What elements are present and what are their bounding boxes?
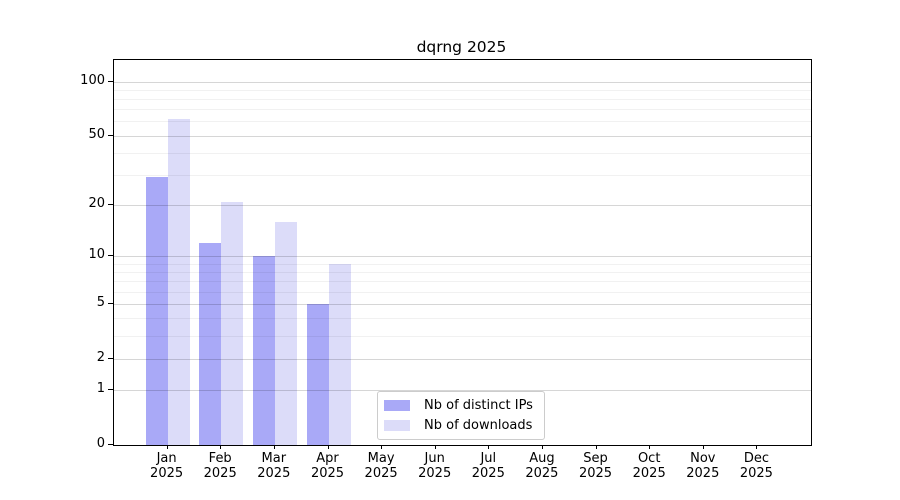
xtick-label-jan: Jan 2025 xyxy=(150,451,184,481)
bar-downloads-feb xyxy=(221,201,244,445)
bar-downloads-jan xyxy=(167,118,190,445)
gridline-minor-3 xyxy=(114,335,811,337)
xtick-mark-sep xyxy=(595,445,597,449)
legend: Nb of distinct IPs Nb of downloads xyxy=(377,391,545,440)
bar-downloads-apr xyxy=(328,263,351,445)
ytick-mark-10 xyxy=(108,255,113,257)
xtick-label-may: May 2025 xyxy=(364,451,398,481)
xtick-label-nov: Nov 2025 xyxy=(686,451,720,481)
ytick-mark-2 xyxy=(108,357,113,359)
xtick-mark-jun xyxy=(434,445,436,449)
ytick-label-0: 0 xyxy=(96,436,105,451)
xtick-mark-aug xyxy=(541,445,543,449)
ytick-label-50: 50 xyxy=(88,126,105,142)
xtick-mark-nov xyxy=(702,445,704,449)
bar-distinct-ips-mar xyxy=(252,256,275,445)
chart-title: dqrng 2025 xyxy=(416,38,507,56)
legend-swatch-downloads xyxy=(384,419,410,431)
bar-distinct-ips-apr xyxy=(306,303,329,445)
gridline-major-10 xyxy=(114,256,811,258)
xtick-label-oct: Oct 2025 xyxy=(632,451,666,481)
ytick-mark-1 xyxy=(108,389,113,391)
xtick-label-aug: Aug 2025 xyxy=(525,451,559,481)
gridline-minor-4 xyxy=(114,318,811,320)
xtick-label-sep: Sep 2025 xyxy=(578,451,613,481)
legend-swatch-distinct-ips xyxy=(384,399,410,411)
ytick-mark-5 xyxy=(108,302,113,304)
gridline-major-5 xyxy=(114,303,811,305)
bar-distinct-ips-jan xyxy=(145,177,168,445)
gridline-minor-30 xyxy=(114,174,811,176)
gridline-major-20 xyxy=(114,205,811,207)
ytick-mark-100 xyxy=(108,80,113,82)
xtick-label-mar: Mar 2025 xyxy=(257,451,291,481)
xtick-label-jun: Jun 2025 xyxy=(418,451,452,481)
gridline-minor-6 xyxy=(114,291,811,293)
xtick-mark-dec xyxy=(756,445,758,449)
legend-label-downloads: Nb of downloads xyxy=(424,417,533,433)
xtick-label-dec: Dec 2025 xyxy=(739,451,773,481)
xtick-label-feb: Feb 2025 xyxy=(203,451,237,481)
xtick-mark-may xyxy=(381,445,383,449)
xtick-mark-jul xyxy=(488,445,490,449)
gridline-minor-9 xyxy=(114,263,811,265)
ytick-label-100: 100 xyxy=(80,72,105,88)
gridline-minor-8 xyxy=(114,272,811,273)
gridline-minor-60 xyxy=(114,121,811,123)
ytick-mark-0 xyxy=(108,444,113,445)
gridline-minor-70 xyxy=(114,109,811,111)
ytick-label-2: 2 xyxy=(96,349,105,365)
legend-item-downloads: Nb of downloads xyxy=(384,417,536,433)
xtick-mark-oct xyxy=(649,445,651,449)
ytick-label-5: 5 xyxy=(96,294,105,310)
gridline-major-1 xyxy=(114,390,811,392)
ytick-mark-50 xyxy=(108,134,113,136)
gridline-major-100 xyxy=(114,81,811,83)
xtick-mark-jan xyxy=(166,445,168,449)
gridline-minor-7 xyxy=(114,281,811,283)
legend-item-distinct-ips: Nb of distinct IPs xyxy=(384,397,536,413)
ytick-mark-20 xyxy=(108,204,113,206)
ytick-label-20: 20 xyxy=(88,196,105,212)
plot-area xyxy=(113,59,812,446)
legend-label-distinct-ips: Nb of distinct IPs xyxy=(424,397,533,413)
xtick-mark-feb xyxy=(220,445,222,449)
xtick-label-apr: Apr 2025 xyxy=(310,451,345,481)
gridline-minor-40 xyxy=(114,152,811,154)
gridline-major-50 xyxy=(114,135,811,137)
bar-downloads-mar xyxy=(274,222,297,445)
xtick-mark-mar xyxy=(273,445,275,449)
xtick-mark-apr xyxy=(327,445,329,449)
bar-distinct-ips-feb xyxy=(199,243,222,445)
gridline-minor-90 xyxy=(114,89,811,91)
xtick-label-jul: Jul 2025 xyxy=(471,451,505,481)
gridline-minor-80 xyxy=(114,99,811,100)
ytick-label-1: 1 xyxy=(96,381,105,397)
gridline-major-2 xyxy=(114,358,811,360)
ytick-label-10: 10 xyxy=(88,247,105,263)
